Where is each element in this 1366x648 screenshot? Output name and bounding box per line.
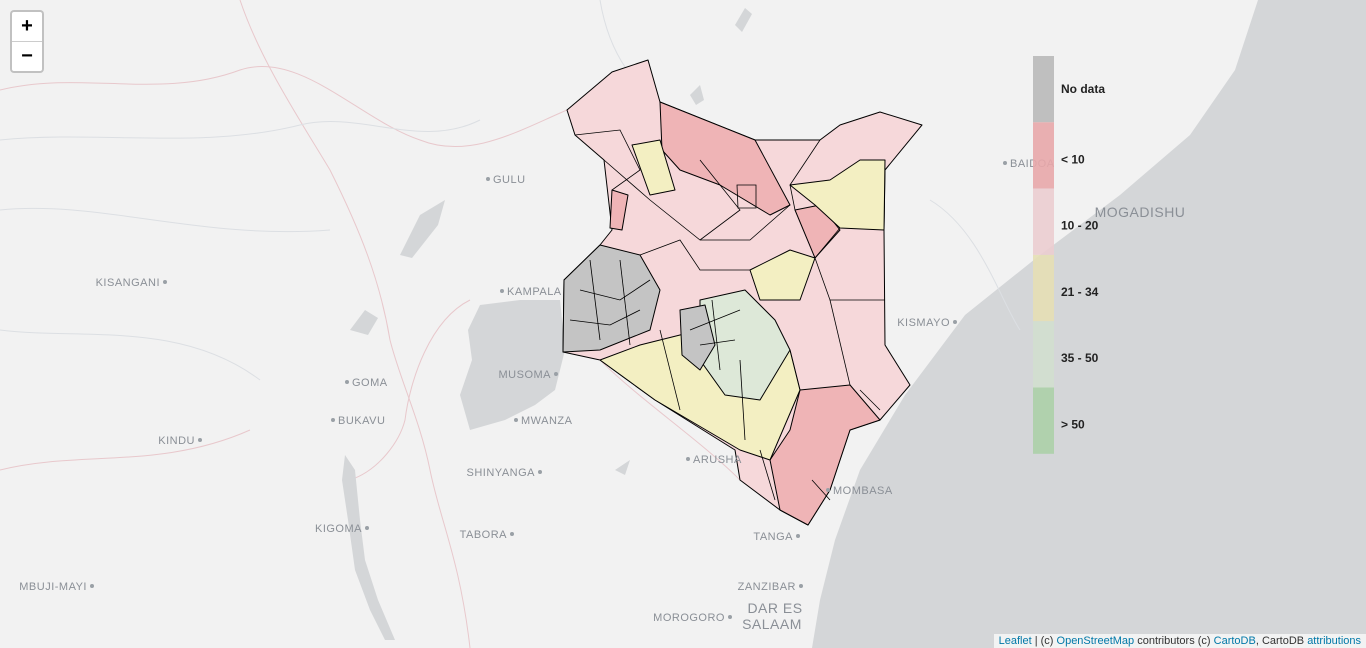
legend: No data < 10 10 - 20 21 - 34 35 - 50 > 50 <box>1033 56 1105 454</box>
attribution: Leaflet | (c) OpenStreetMap contributors… <box>993 634 1366 648</box>
text: , CartoDB <box>1255 635 1308 647</box>
place-label: DAR ES <box>747 600 802 616</box>
place-label: ARUSHA <box>693 454 742 466</box>
region <box>699 289 791 401</box>
zoom-in[interactable]: + <box>21 15 33 37</box>
place-label: KIGOMA <box>315 523 362 535</box>
legend-swatch <box>1033 321 1054 388</box>
place-dot <box>796 534 800 538</box>
borders <box>0 0 741 648</box>
link[interactable]: attributions <box>1307 635 1361 647</box>
place-dot <box>686 457 690 461</box>
region <box>659 101 791 216</box>
place-dot <box>554 372 558 376</box>
region <box>562 244 661 353</box>
place-label: MWANZA <box>521 415 573 427</box>
place-dot <box>365 526 369 530</box>
region <box>609 189 629 231</box>
legend-label: < 10 <box>1061 152 1085 166</box>
place-dot <box>486 177 490 181</box>
region <box>749 249 816 301</box>
place-dot <box>198 438 202 442</box>
place-label: MOMBASA <box>833 485 893 497</box>
place-dot <box>331 418 335 422</box>
region <box>631 139 676 196</box>
legend-swatch <box>1033 56 1054 123</box>
text: | (c) <box>1031 635 1057 647</box>
place-label: KINDU <box>158 435 195 447</box>
zoom-control: + − <box>10 10 44 73</box>
rivers <box>0 0 1021 381</box>
place-label: TANGA <box>753 531 793 543</box>
place-dot <box>953 320 957 324</box>
place-label: MOROGORO <box>653 612 725 624</box>
place-label: MOGADISHU <box>1095 204 1186 220</box>
legend-swatch <box>1033 387 1054 454</box>
legend-swatch <box>1033 254 1054 322</box>
place-label: MBUJI-MAYI <box>19 581 87 593</box>
place-dot <box>510 532 514 536</box>
place-dot <box>799 584 803 588</box>
place-dot <box>514 418 518 422</box>
place-label: MUSOMA <box>499 369 552 381</box>
place-label: GULU <box>493 174 526 186</box>
text: contributors (c) <box>1134 635 1214 647</box>
place-dot <box>90 584 94 588</box>
place-label: GOMA <box>352 377 388 389</box>
link[interactable]: CartoDB <box>1213 635 1256 647</box>
legend-label: 21 - 34 <box>1061 285 1099 299</box>
place-dot <box>538 470 542 474</box>
place-label: SALAAM <box>742 616 802 632</box>
place-label: KISMAYO <box>897 317 950 329</box>
place-dot <box>826 488 830 492</box>
link[interactable]: Leaflet <box>998 635 1032 647</box>
legend-label: 10 - 20 <box>1061 219 1099 233</box>
place-label: BUKAVU <box>338 415 385 427</box>
place-label: TABORA <box>460 529 508 541</box>
legend-label: > 50 <box>1061 418 1085 432</box>
legend-swatch <box>1033 122 1054 189</box>
place-dot <box>345 380 349 384</box>
place-dot <box>163 280 167 284</box>
legend-label: 35 - 50 <box>1061 351 1099 365</box>
region <box>789 159 886 231</box>
ocean <box>812 0 1366 648</box>
region <box>679 304 716 371</box>
link[interactable]: OpenStreetMap <box>1056 635 1135 647</box>
choropleth <box>562 59 923 526</box>
place-dot <box>728 615 732 619</box>
place-dot <box>500 289 504 293</box>
zoom-out[interactable]: − <box>12 41 42 71</box>
place-dot <box>1003 161 1007 165</box>
district-lines <box>569 129 885 501</box>
region <box>769 384 881 526</box>
place-label: ZANZIBAR <box>738 581 796 593</box>
place-label: KISANGANI <box>96 277 160 289</box>
legend-label: No data <box>1061 82 1105 96</box>
place-label: SHINYANGA <box>467 467 536 479</box>
lakes <box>342 8 752 640</box>
legend-swatch <box>1033 188 1054 255</box>
place-label: KAMPALA <box>507 286 562 298</box>
